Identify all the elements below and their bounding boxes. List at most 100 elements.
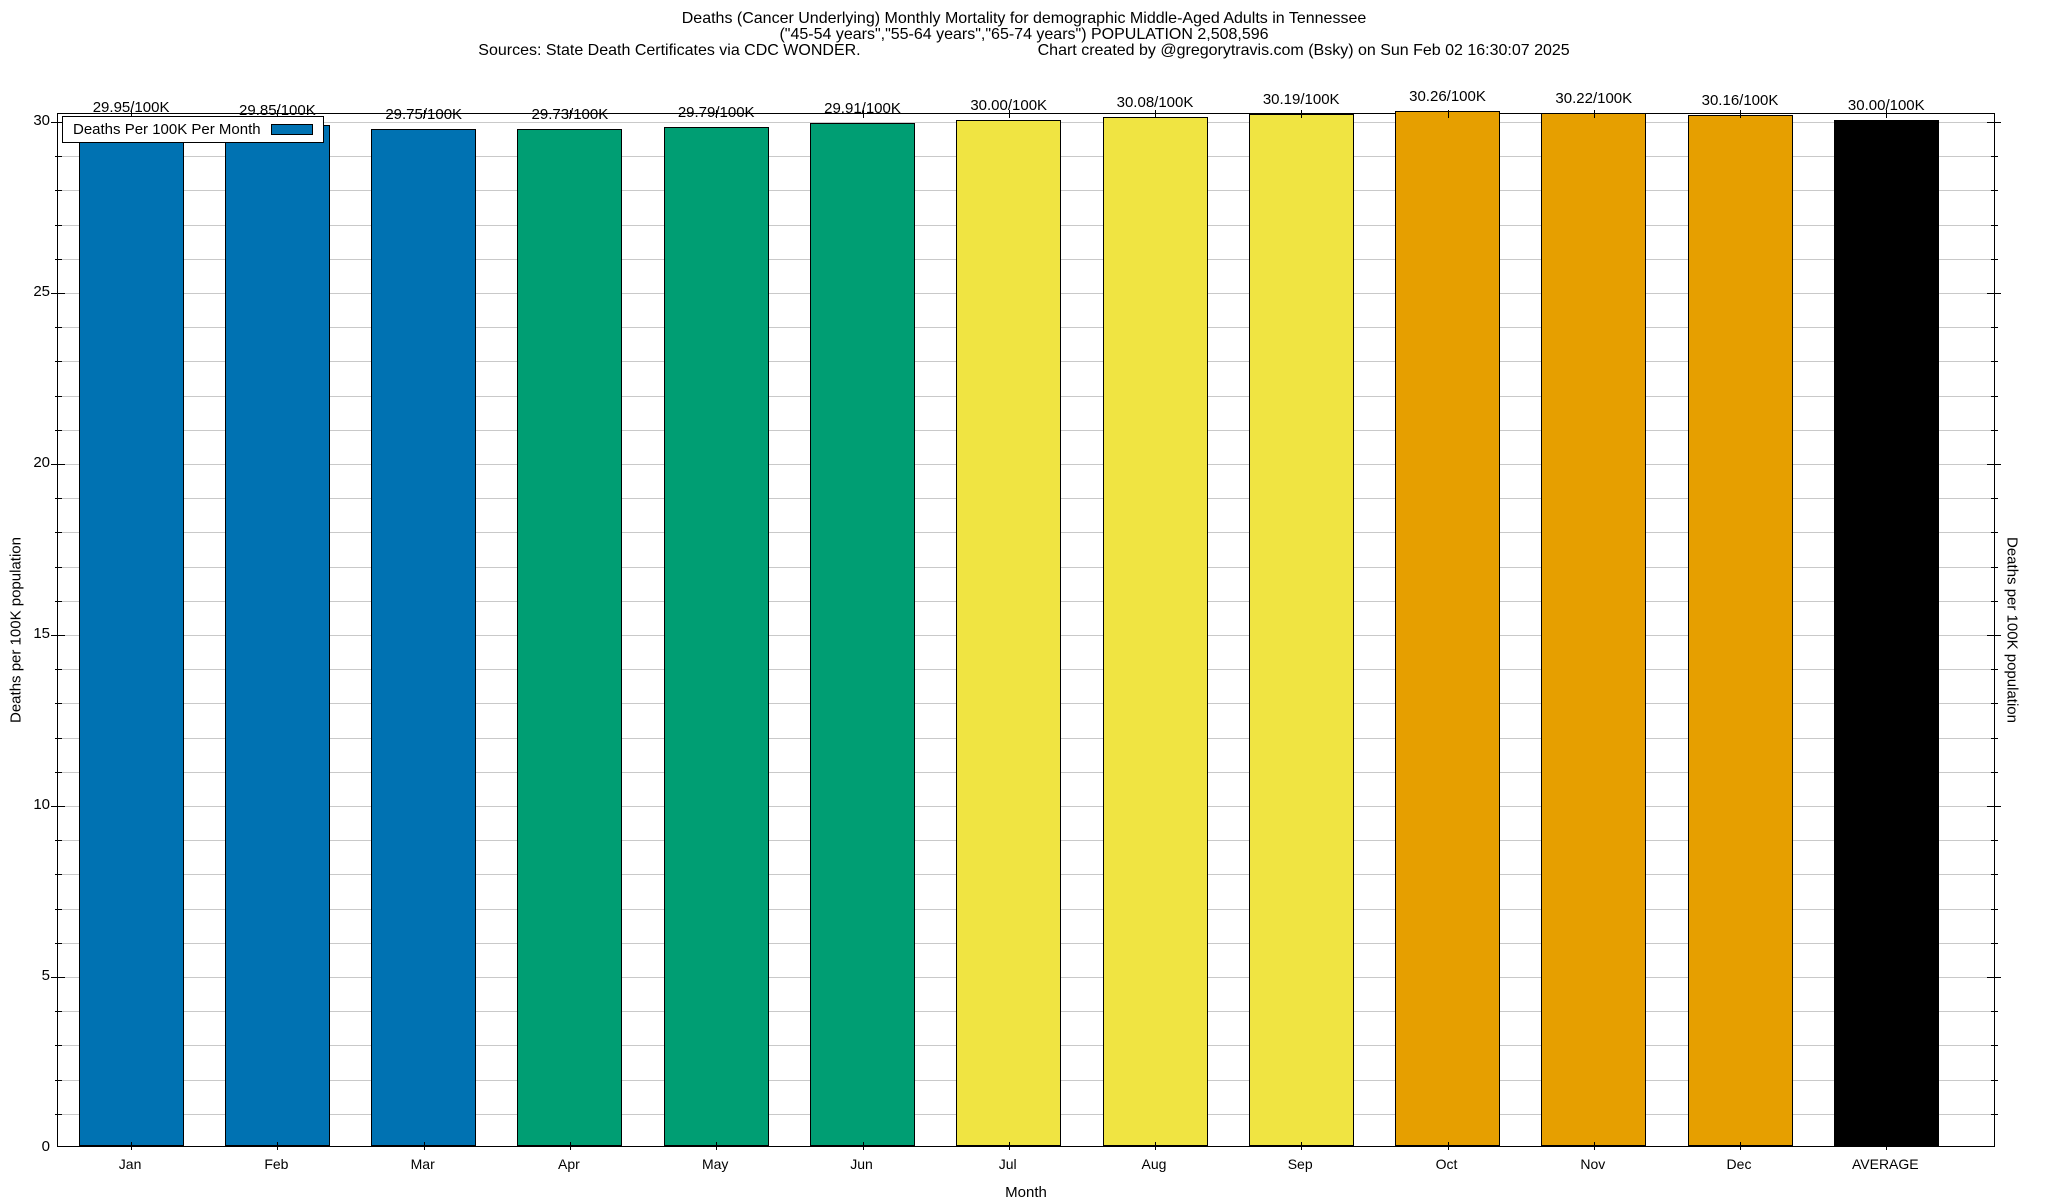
x-tick-bottom xyxy=(1740,1142,1741,1150)
bar-aug xyxy=(1102,117,1208,1146)
bar-nov xyxy=(1541,112,1647,1146)
x-tick-bottom xyxy=(1593,1142,1595,1150)
y-tick-right xyxy=(1990,840,1998,842)
y-tick-label: 10 xyxy=(33,796,50,813)
y-tick-label: 15 xyxy=(33,625,50,642)
x-tick-bottom xyxy=(423,1142,425,1150)
y-tick-right xyxy=(1987,464,2001,465)
bar-jul xyxy=(956,120,1062,1146)
y-tick-left xyxy=(54,771,62,773)
x-tick-label-jun: Jun xyxy=(850,1156,873,1172)
x-tick-top xyxy=(1740,110,1741,118)
x-tick-top xyxy=(1593,110,1595,118)
y-tick-right xyxy=(1990,771,1998,773)
bar-average xyxy=(1833,120,1939,1146)
y-tick-label: 30 xyxy=(33,112,50,129)
chart-caption-row: Sources: State Death Certificates via CD… xyxy=(0,43,2048,59)
x-tick-label-dec: Dec xyxy=(1726,1156,1752,1172)
y-tick-left xyxy=(54,498,62,500)
y-tick-right xyxy=(1990,361,1998,363)
x-tick-label-may: May xyxy=(701,1156,729,1172)
y-tick-label: 0 xyxy=(41,1138,50,1155)
y-tick-right xyxy=(1987,635,2001,636)
x-tick-label-jan: Jan xyxy=(118,1156,142,1172)
y-tick-left xyxy=(51,806,65,807)
y-tick-left xyxy=(51,635,65,636)
bar-value-label: 30.26/100K xyxy=(1409,88,1486,106)
bar-feb xyxy=(224,125,330,1146)
y-tick-left xyxy=(54,942,62,944)
x-tick-top xyxy=(569,110,571,118)
y-tick-right xyxy=(1990,908,1998,910)
bar-value-label: 30.00/100K xyxy=(1847,97,1925,114)
y-tick-left xyxy=(54,258,62,260)
y-tick-left xyxy=(54,156,62,158)
bar-value-label: 30.08/100K xyxy=(1116,94,1194,112)
y-tick-right xyxy=(1990,395,1998,397)
y-tick-left xyxy=(51,464,65,465)
x-tick-label-sep: Sep xyxy=(1287,1156,1313,1172)
y-tick-right xyxy=(1990,737,1998,739)
x-tick-bottom xyxy=(569,1142,571,1150)
bar-value-label: 29.95/100K xyxy=(92,98,170,116)
x-tick-bottom xyxy=(1008,1142,1010,1150)
y-tick-left xyxy=(54,840,62,842)
y-tick-left xyxy=(51,293,65,294)
x-tick-bottom xyxy=(1301,1142,1303,1150)
bar-value-label: 30.00/100K xyxy=(970,97,1048,114)
y-tick-right xyxy=(1990,156,1998,158)
x-tick-top xyxy=(131,110,133,118)
x-tick-top xyxy=(1008,110,1010,118)
x-tick-bottom xyxy=(277,1142,279,1150)
y-tick-right xyxy=(1990,258,1998,260)
y-tick-right xyxy=(1990,942,1998,944)
y-tick-left xyxy=(54,703,62,705)
y-tick-left xyxy=(54,600,62,602)
x-tick-top xyxy=(1155,110,1156,118)
x-tick-bottom xyxy=(862,1142,864,1150)
bar-value-label: 30.16/100K xyxy=(1701,91,1779,109)
y-tick-right xyxy=(1990,600,1998,602)
x-tick-top xyxy=(277,110,279,118)
legend-label: Deaths Per 100K Per Month xyxy=(73,121,261,138)
y-tick-right xyxy=(1987,293,2001,294)
x-tick-top xyxy=(1301,110,1303,118)
bar-may xyxy=(663,127,769,1146)
y-tick-right xyxy=(1987,122,2001,123)
chart-sources-note: Sources: State Death Certificates via CD… xyxy=(478,42,861,59)
y-tick-right xyxy=(1990,1113,1998,1115)
y-tick-left xyxy=(51,977,65,978)
legend: Deaths Per 100K Per Month xyxy=(62,116,324,143)
y-tick-left xyxy=(54,874,62,876)
y-tick-left xyxy=(54,566,62,568)
x-tick-top xyxy=(1447,110,1449,118)
chart-credit-note: Chart created by @gregorytravis.com (Bsk… xyxy=(1037,42,1570,59)
bar-value-label: 30.22/100K xyxy=(1555,89,1633,107)
y-tick-right xyxy=(1987,977,2001,978)
y-tick-right xyxy=(1990,532,1998,534)
y-tick-right xyxy=(1990,498,1998,500)
y-tick-left xyxy=(54,224,62,226)
y-tick-right xyxy=(1990,190,1998,192)
bar-sep xyxy=(1248,113,1354,1146)
bar-mar xyxy=(371,128,477,1146)
x-tick-label-oct: Oct xyxy=(1435,1156,1458,1172)
y-tick-left xyxy=(54,395,62,397)
legend-swatch xyxy=(270,124,313,135)
x-tick-label-feb: Feb xyxy=(264,1156,289,1172)
y-tick-label: 25 xyxy=(33,283,50,300)
x-tick-label-apr: Apr xyxy=(557,1156,580,1172)
x-tick-label-jul: Jul xyxy=(998,1156,1017,1172)
y-tick-label: 20 xyxy=(33,454,50,471)
y-tick-label: 5 xyxy=(41,967,50,984)
y-tick-left xyxy=(54,1079,62,1081)
bar-jan xyxy=(78,121,184,1146)
x-tick-bottom xyxy=(716,1142,718,1150)
y-tick-left xyxy=(54,429,62,431)
y-tick-left xyxy=(54,669,62,671)
y-tick-left xyxy=(54,1011,62,1013)
x-tick-label-average: AVERAGE xyxy=(1851,1156,1919,1172)
y-tick-right xyxy=(1990,669,1998,671)
y-tick-right xyxy=(1990,1045,1998,1047)
